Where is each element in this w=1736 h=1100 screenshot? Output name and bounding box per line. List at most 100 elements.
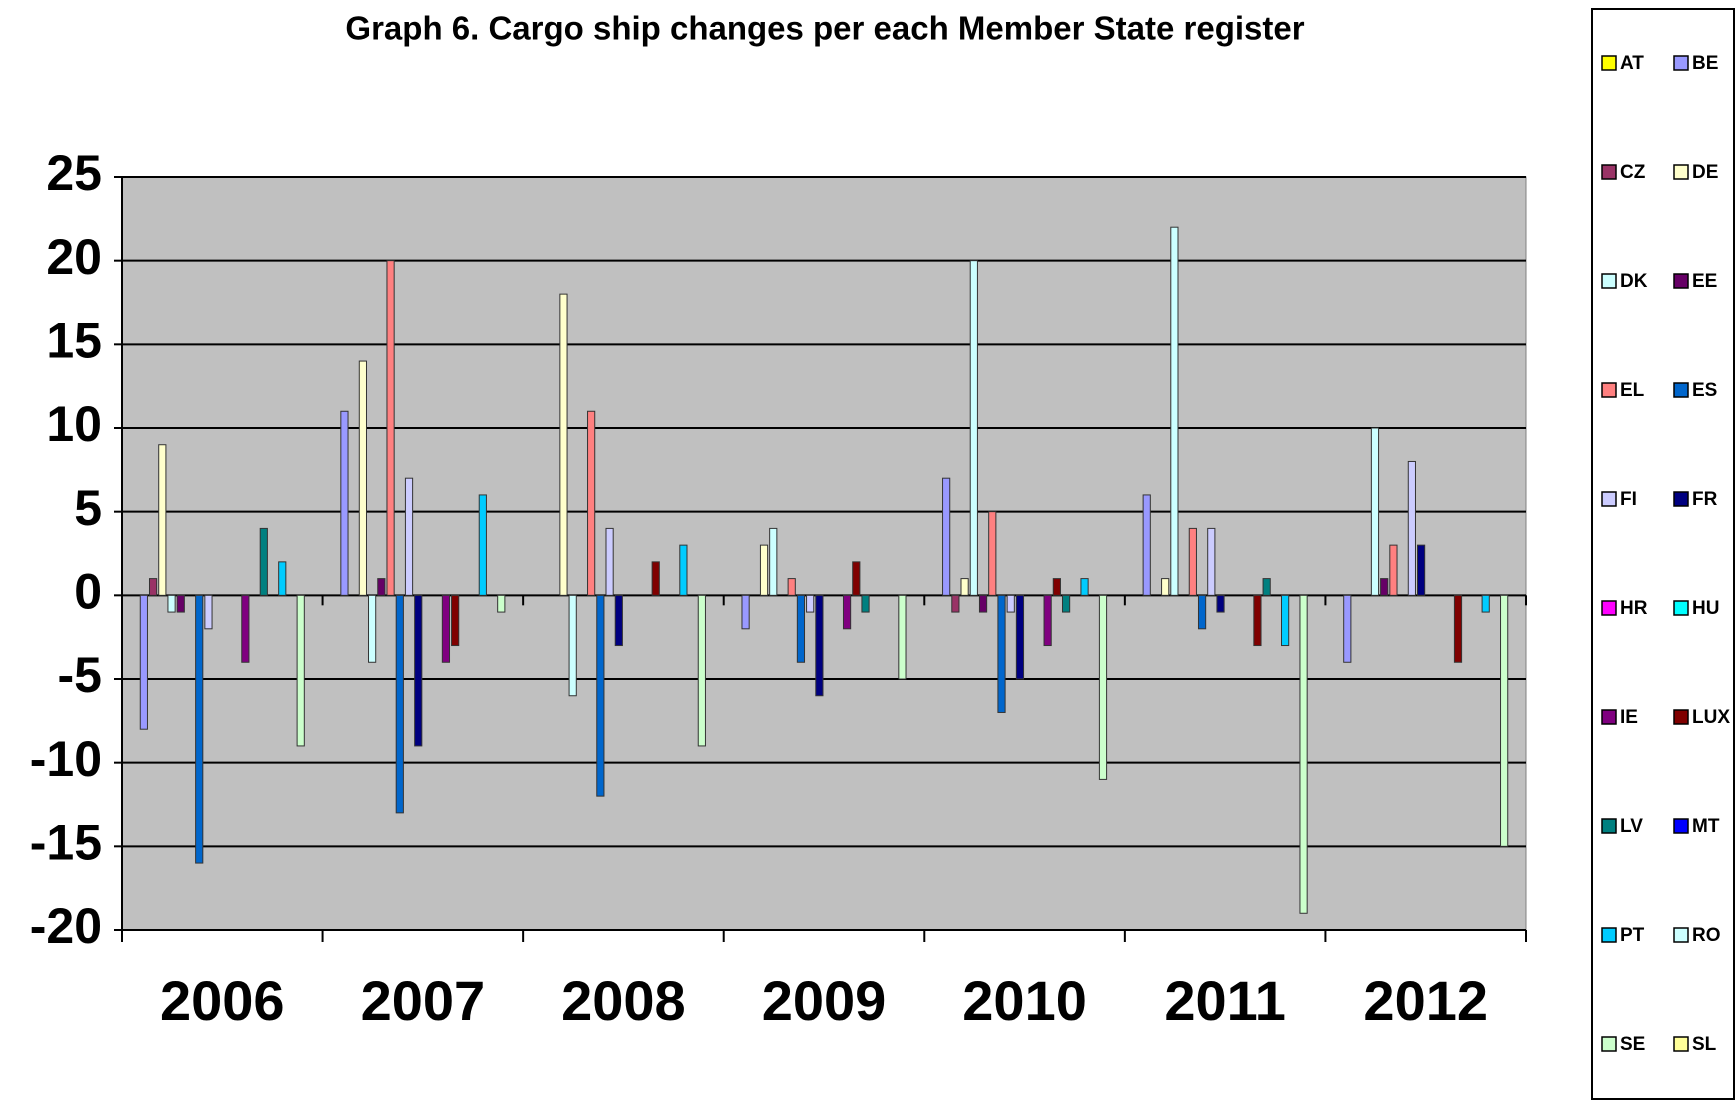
legend-label: AT [1620,53,1644,74]
legend-swatch [1601,164,1617,180]
bar [441,594,451,663]
x-tick-label: 2006 [160,969,285,1032]
x-tick-label: 2010 [962,969,1087,1032]
legend-swatch [1673,927,1689,943]
bar [1253,594,1262,647]
legend-swatch [1673,491,1689,507]
bar [1281,594,1290,647]
legend-swatch [1601,55,1617,71]
legend-label: RO [1692,925,1721,946]
y-tick-label: 5 [74,480,102,536]
bar [1061,594,1071,613]
bar [815,594,824,697]
bar [278,561,287,596]
y-tick-label: 20 [46,229,102,285]
bar [1161,578,1170,596]
bar [898,594,907,680]
bar [1262,578,1271,596]
bar [559,293,568,596]
bar [451,594,460,647]
legend-label: SE [1620,1034,1645,1055]
bar [259,527,268,596]
legend-swatch [1601,818,1617,834]
legend-label: PT [1620,925,1645,946]
y-tick-label: 10 [46,396,102,452]
legend-label: LV [1620,816,1643,837]
bar [978,594,988,613]
bar [614,594,623,647]
legend-label: HR [1620,598,1648,619]
bar [596,594,605,797]
legend-swatch [1673,600,1689,616]
bar [1080,578,1089,596]
x-tick-label: 2011 [1164,969,1286,1032]
x-tick-label: 2012 [1363,969,1488,1032]
legend-swatch [1673,273,1689,289]
bar [988,511,997,596]
legend-swatch [1601,1036,1617,1052]
bar [1043,594,1052,647]
bar [148,578,158,596]
bar [478,494,487,596]
legend-swatch [1673,164,1689,180]
legend-label: EL [1620,380,1645,401]
y-tick-label: -5 [58,647,102,703]
bar [358,360,367,596]
bar [842,594,852,630]
bar [852,561,861,596]
bar [587,410,596,596]
bar [139,594,148,730]
y-tick-label: 15 [46,313,102,369]
bar [176,594,185,613]
legend-swatch [1601,273,1617,289]
bar [942,477,951,596]
legend-label: IE [1620,707,1638,728]
legend-label: DK [1620,271,1648,292]
bar [1389,544,1398,596]
bar [1481,594,1490,613]
bar [404,477,414,596]
bar [651,561,660,596]
bar [1500,594,1509,847]
legend-swatch [1601,491,1617,507]
bar [960,578,969,596]
bar [204,594,213,630]
legend-label: EE [1692,271,1717,292]
bar [497,594,506,613]
legend-label: LUX [1692,707,1730,728]
bar [679,544,688,596]
bar [158,444,167,596]
bar [1006,594,1015,613]
bar [395,594,404,814]
bar [1207,527,1216,596]
bar [386,260,395,596]
bar [414,594,423,747]
bar [861,594,870,613]
bar [1142,494,1151,596]
bar [759,544,769,596]
y-tick-label: -15 [30,815,102,871]
bar [969,260,978,596]
bar [1015,594,1025,680]
bar [1343,594,1352,663]
x-tick-label: 2008 [561,969,686,1032]
bar [796,594,806,663]
legend-label: FI [1620,489,1637,510]
legend-swatch [1601,709,1617,725]
x-tick-label: 2007 [361,969,486,1032]
bar [1098,594,1108,780]
bar [1216,594,1225,613]
bar [1380,578,1389,596]
bar [1417,544,1426,596]
bar [241,594,250,663]
legend-swatch [1673,1036,1689,1052]
legend-label: DE [1692,162,1718,183]
x-tick-label: 2009 [762,969,887,1032]
legend-label: HU [1692,598,1719,619]
legend-swatch [1673,55,1689,71]
bar [167,594,176,613]
legend-swatch [1673,709,1689,725]
bar [741,594,750,630]
legend-label: ES [1692,380,1717,401]
legend-swatch [1601,382,1617,398]
